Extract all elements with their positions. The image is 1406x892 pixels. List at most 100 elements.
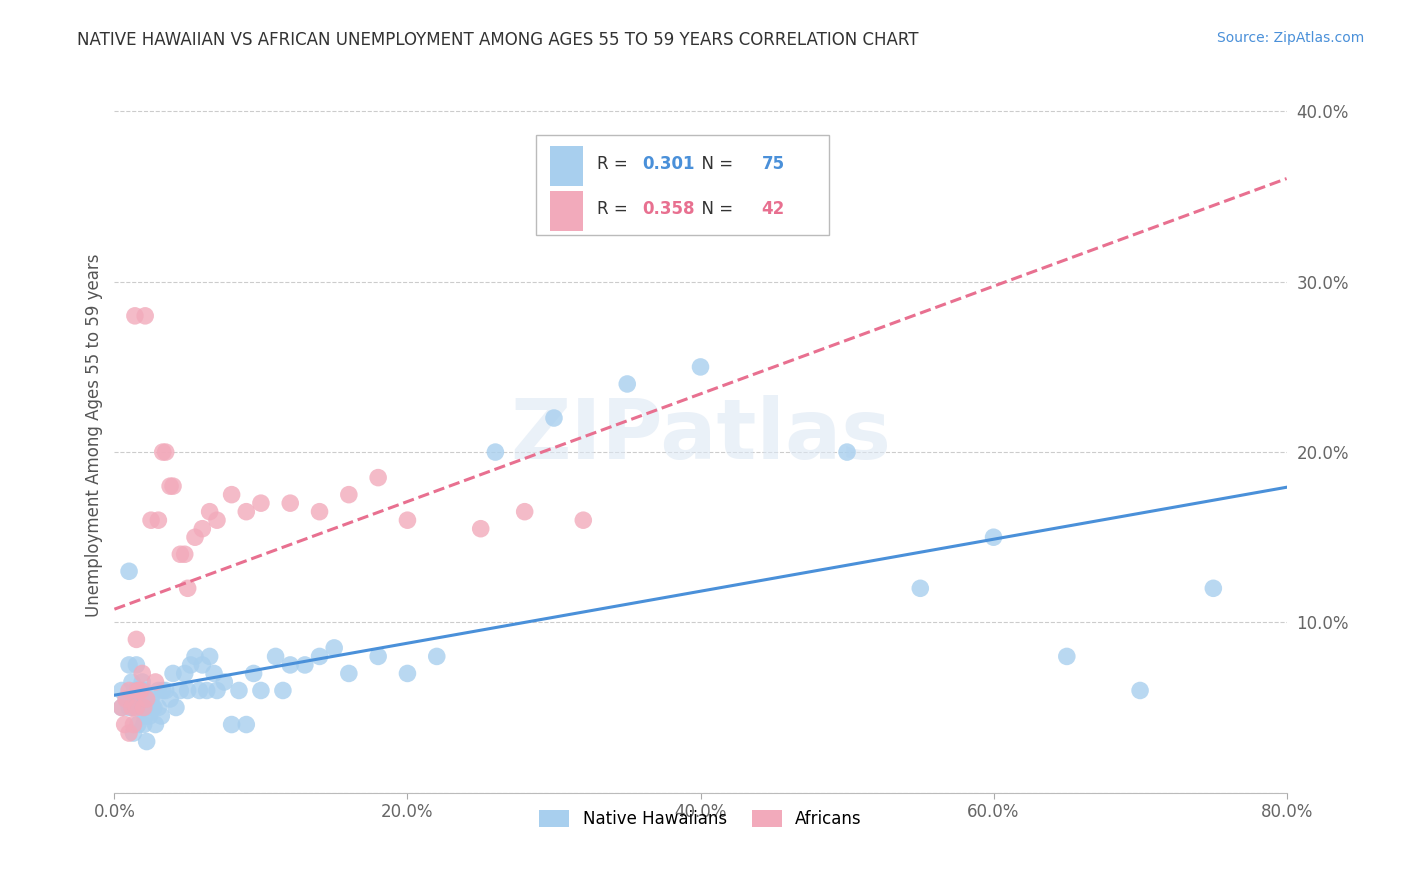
Point [125, 700, 148, 714]
Point [152, 683, 174, 698]
Point [139, 513, 162, 527]
Point [191, 522, 214, 536]
Point [1129, 683, 1152, 698]
Point [111, 683, 134, 698]
Point [367, 470, 389, 484]
Point [127, 683, 149, 698]
Point [143, 700, 166, 714]
Point [191, 657, 214, 672]
Point [139, 692, 162, 706]
Point [205, 683, 228, 698]
Point [337, 666, 360, 681]
Point [242, 666, 264, 681]
Point [426, 649, 449, 664]
Point [188, 683, 211, 698]
Point [136, 700, 159, 714]
Point [138, 709, 160, 723]
Point [169, 547, 191, 561]
Bar [551, 191, 583, 231]
Point [127, 692, 149, 706]
Point [132, 717, 155, 731]
Point [121, 675, 143, 690]
Point [221, 488, 243, 502]
Point [127, 717, 149, 731]
Point [176, 582, 198, 596]
Point [983, 530, 1005, 544]
Point [152, 445, 174, 459]
Point [323, 640, 346, 655]
Text: 75: 75 [762, 155, 785, 173]
Point [278, 657, 301, 672]
Point [145, 717, 167, 731]
Point [294, 657, 316, 672]
Text: N =: N = [692, 155, 738, 173]
Point [141, 700, 163, 714]
Point [308, 505, 330, 519]
Point [114, 717, 136, 731]
Point [1056, 649, 1078, 664]
Point [115, 692, 138, 706]
Point [131, 675, 153, 690]
Point [195, 683, 218, 698]
Point [271, 683, 294, 698]
Point [184, 649, 207, 664]
Point [250, 496, 273, 510]
Point [396, 666, 419, 681]
Point [132, 683, 155, 698]
Bar [551, 146, 583, 186]
Point [118, 700, 141, 714]
Point [278, 496, 301, 510]
Point [127, 683, 149, 698]
Point [129, 683, 152, 698]
Point [135, 692, 157, 706]
Point [111, 700, 134, 714]
Point [235, 717, 257, 731]
Point [150, 709, 173, 723]
Point [689, 359, 711, 374]
Point [308, 649, 330, 664]
Point [122, 717, 145, 731]
Point [148, 513, 170, 527]
Point [513, 505, 536, 519]
Point [228, 683, 250, 698]
Text: 0.358: 0.358 [643, 200, 695, 219]
Point [180, 657, 202, 672]
Point [134, 309, 156, 323]
Point [148, 683, 170, 698]
Point [250, 683, 273, 698]
Text: Source: ZipAtlas.com: Source: ZipAtlas.com [1216, 31, 1364, 45]
Text: 0.301: 0.301 [643, 155, 695, 173]
Point [118, 657, 141, 672]
Point [128, 683, 150, 698]
Point [221, 717, 243, 731]
Point [176, 683, 198, 698]
Point [202, 666, 225, 681]
Point [122, 726, 145, 740]
Text: ZIPatlas: ZIPatlas [510, 394, 891, 475]
Point [543, 411, 565, 425]
Y-axis label: Unemployment Among Ages 55 to 59 years: Unemployment Among Ages 55 to 59 years [86, 253, 103, 616]
Point [121, 700, 143, 714]
Point [111, 700, 134, 714]
Point [115, 692, 138, 706]
Point [484, 445, 506, 459]
Point [159, 692, 181, 706]
Point [135, 692, 157, 706]
Point [572, 513, 595, 527]
Point [198, 505, 221, 519]
Point [616, 376, 638, 391]
Point [118, 683, 141, 698]
Point [162, 666, 184, 681]
Point [337, 488, 360, 502]
Point [470, 522, 492, 536]
Point [1202, 582, 1225, 596]
FancyBboxPatch shape [537, 135, 830, 235]
Point [235, 505, 257, 519]
Point [125, 632, 148, 647]
Point [155, 445, 177, 459]
Point [214, 675, 236, 690]
Text: R =: R = [598, 155, 633, 173]
Point [134, 709, 156, 723]
Point [264, 649, 287, 664]
Point [173, 547, 195, 561]
